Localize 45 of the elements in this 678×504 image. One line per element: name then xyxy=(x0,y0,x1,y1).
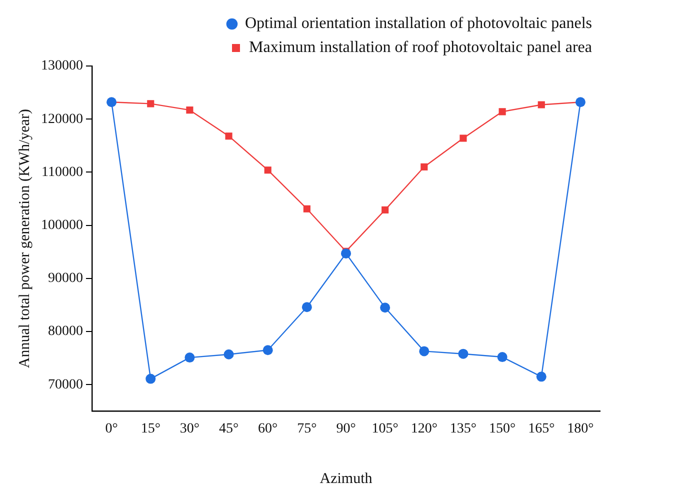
point xyxy=(536,372,546,382)
x-tick-label: 105° xyxy=(372,421,398,436)
point xyxy=(460,134,467,142)
point xyxy=(224,349,234,360)
x-tick-label: 45° xyxy=(218,421,239,436)
y-tick-label: 110000 xyxy=(42,164,83,180)
point xyxy=(186,106,194,114)
point xyxy=(380,302,390,313)
y-tick-label: 120000 xyxy=(41,112,83,127)
x-tick-label: 180° xyxy=(567,421,594,436)
x-tick-label: 150° xyxy=(489,421,516,436)
point xyxy=(264,166,272,174)
point xyxy=(302,302,312,312)
y-tick-label: 90000 xyxy=(48,271,83,286)
point xyxy=(419,346,430,356)
point xyxy=(497,352,508,362)
x-tick-label: 30° xyxy=(180,421,200,436)
point xyxy=(538,101,545,108)
point xyxy=(146,374,156,384)
point xyxy=(225,132,232,140)
point xyxy=(420,163,428,170)
point xyxy=(184,352,195,363)
y-axis-title: Annual total power generation (KWh/year) xyxy=(16,109,33,368)
x-tick-label: 165° xyxy=(528,421,555,436)
x-tick-label: 0° xyxy=(105,421,118,436)
y-tick-label: 130000 xyxy=(41,58,83,74)
point xyxy=(382,206,389,214)
y-tick-label: 70000 xyxy=(48,377,83,392)
point xyxy=(303,205,310,212)
x-tick-label: 75° xyxy=(297,421,317,436)
y-tick-label: 100000 xyxy=(41,218,83,233)
point xyxy=(341,248,351,258)
x-tick-label: 90° xyxy=(336,421,356,436)
x-tick-label: 135° xyxy=(450,421,477,436)
x-tick-label: 15° xyxy=(140,421,160,436)
x-tick-label: 60° xyxy=(258,421,278,436)
legend-label: Maximum installation of roof photovoltaic panel area xyxy=(248,39,592,56)
legend-label: Optimal orientation installation of photovoltaic panels xyxy=(244,15,592,32)
y-tick-label: 80000 xyxy=(48,324,83,340)
point xyxy=(498,108,506,116)
x-axis-title: Azimuth xyxy=(320,470,373,487)
point xyxy=(458,348,468,359)
x-tick-label: 120° xyxy=(410,421,438,436)
point xyxy=(147,100,154,108)
point xyxy=(262,345,273,356)
